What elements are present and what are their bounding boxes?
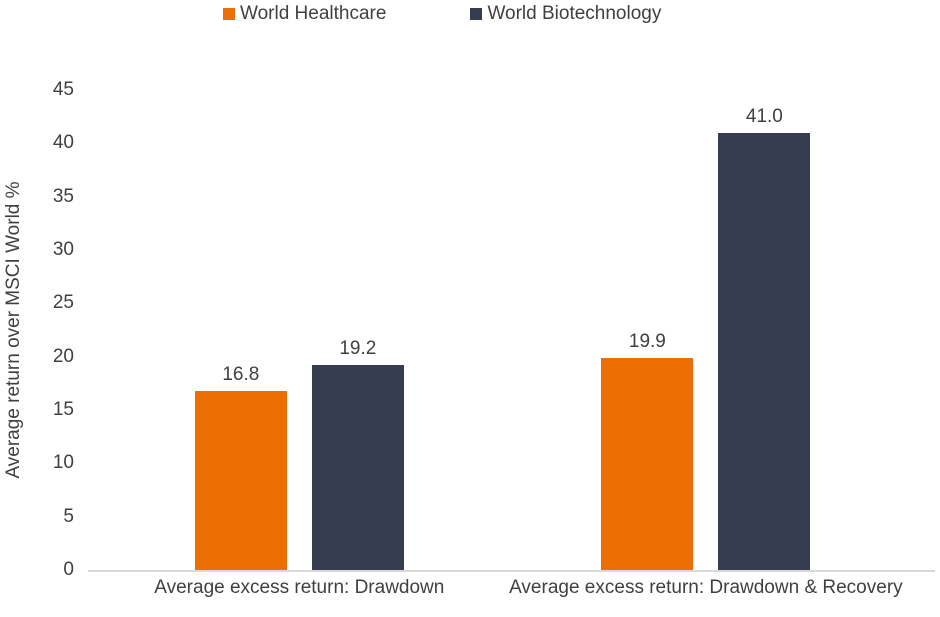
- y-tick-label: 40: [52, 132, 74, 154]
- y-tick-label: 25: [52, 292, 74, 314]
- bar-world-biotechnology-average-excess-return-drawdown-recovery: [718, 132, 811, 570]
- y-axis-title: Average return over MSCI World %: [3, 181, 24, 479]
- legend-label: World Biotechnology: [487, 3, 662, 24]
- legend-swatch-icon: [470, 8, 483, 20]
- legend-label: World Healthcare: [240, 3, 387, 24]
- y-tick-label: 10: [52, 452, 74, 474]
- y-tick-label: 45: [52, 79, 74, 100]
- y-tick-label: 0: [63, 559, 74, 580]
- bar-world-biotechnology-average-excess-return-drawdown: [311, 365, 404, 570]
- y-tick-label: 20: [52, 345, 74, 367]
- x-category-label-0: Average excess return: Drawdown: [154, 577, 445, 598]
- plot-area: 16.8 19.2 19.9 41.0: [88, 90, 935, 572]
- y-tick-label: 5: [63, 505, 74, 527]
- bar-value-label-world-healthcare-average-excess-return-drawdown-recovery: 19.9: [628, 330, 666, 352]
- y-tick-label: 35: [52, 185, 74, 207]
- bar-value-label-world-biotechnology-average-excess-return-drawdown-recovery: 41.0: [745, 105, 783, 127]
- y-tick-label: 15: [52, 399, 74, 420]
- bar-value-label-world-biotechnology-average-excess-return-drawdown: 19.2: [339, 338, 377, 360]
- x-axis-baseline: [88, 570, 935, 572]
- bar-world-healthcare-average-excess-return-drawdown: [194, 390, 287, 570]
- legend-item-world-healthcare: World Healthcare: [223, 3, 386, 25]
- legend-item-world-biotechnology: World Biotechnology: [470, 3, 661, 25]
- chart-legend: World Healthcare World Biotechnology: [223, 3, 661, 25]
- bar-world-healthcare-average-excess-return-drawdown-recovery: [601, 357, 694, 570]
- bar-value-label-world-healthcare-average-excess-return-drawdown: 16.8: [222, 363, 260, 385]
- x-category-label-1: Average excess return: Drawdown & Recove…: [509, 577, 903, 598]
- legend-swatch-icon: [223, 8, 235, 20]
- y-tick-label: 30: [52, 239, 74, 260]
